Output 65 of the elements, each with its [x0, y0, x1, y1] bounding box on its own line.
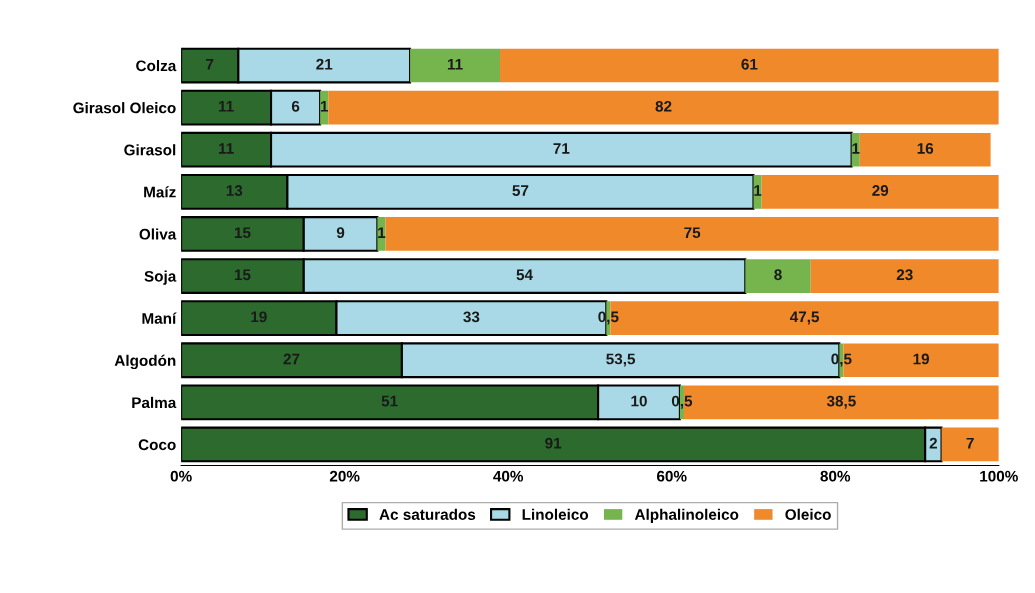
y-tick-label: Coco — [138, 439, 176, 451]
data-label: 71 — [553, 143, 570, 154]
data-label: 23 — [896, 269, 913, 281]
data-label: 1 — [754, 185, 762, 196]
legend-label: Linoleico — [522, 508, 589, 520]
data-label: 57 — [512, 185, 529, 196]
data-label: 11 — [218, 143, 234, 154]
data-label: 10 — [631, 395, 647, 407]
data-label: 53,5 — [606, 353, 636, 367]
data-label: 75 — [684, 227, 701, 239]
x-tick-label: 40% — [493, 470, 524, 482]
data-label: 11 — [447, 58, 463, 70]
data-label: 2 — [929, 437, 937, 449]
bar — [941, 427, 999, 462]
y-tick-label: Girasol — [124, 144, 176, 156]
data-label: 19 — [913, 353, 930, 365]
data-label: 61 — [741, 58, 758, 70]
bar — [745, 259, 811, 293]
data-label: 91 — [545, 437, 562, 449]
data-label: 16 — [917, 143, 934, 154]
x-tick-label: 20% — [329, 470, 360, 482]
data-label: 6 — [291, 100, 300, 112]
data-label: 11 — [218, 101, 234, 112]
y-tick-label: Palma — [132, 396, 177, 409]
bar — [859, 132, 991, 167]
data-label: 27 — [283, 353, 300, 365]
data-label: 54 — [516, 269, 533, 281]
data-label: 13 — [226, 185, 243, 196]
data-label: 33 — [463, 311, 480, 323]
bar — [753, 174, 762, 209]
data-label: 29 — [872, 185, 889, 196]
data-label: 19 — [251, 311, 267, 323]
y-tick-label: Maní — [142, 312, 177, 324]
data-label: 7 — [966, 437, 974, 449]
data-label: 8 — [774, 269, 782, 281]
y-tick-label: Maíz — [144, 186, 176, 198]
x-tick-label: 0% — [170, 470, 192, 482]
data-label: 82 — [655, 100, 672, 112]
y-tick-label: Girasol Oleico — [73, 102, 176, 114]
bar — [761, 174, 999, 209]
data-label: 51 — [381, 395, 398, 407]
y-tick-label: Colza — [136, 59, 177, 72]
data-label: 47,5 — [789, 311, 820, 325]
data-label: 9 — [336, 227, 345, 239]
data-label: 38,5 — [826, 395, 856, 409]
data-label: 1 — [320, 101, 329, 112]
y-tick-label: Algodón — [114, 354, 176, 370]
data-label: 15 — [234, 269, 251, 281]
legend-label: Ac saturados — [379, 508, 476, 520]
y-tick-label: Oliva — [139, 228, 177, 240]
x-tick-label: 100% — [980, 470, 1018, 482]
bar — [328, 90, 999, 125]
bar — [410, 48, 501, 83]
legend-label: Alphalinoleico — [634, 508, 739, 523]
data-label: 1 — [852, 143, 860, 154]
legend-label: Oleico — [785, 508, 831, 520]
data-label: 7 — [206, 58, 214, 70]
data-label: 15 — [234, 227, 251, 239]
x-tick-label: 60% — [656, 470, 687, 482]
x-tick-label: 80% — [820, 470, 851, 482]
y-tick-label: Soja — [144, 270, 177, 285]
bar — [385, 217, 999, 251]
data-label: 21 — [316, 58, 333, 70]
bar — [500, 48, 999, 83]
bar — [810, 259, 999, 293]
